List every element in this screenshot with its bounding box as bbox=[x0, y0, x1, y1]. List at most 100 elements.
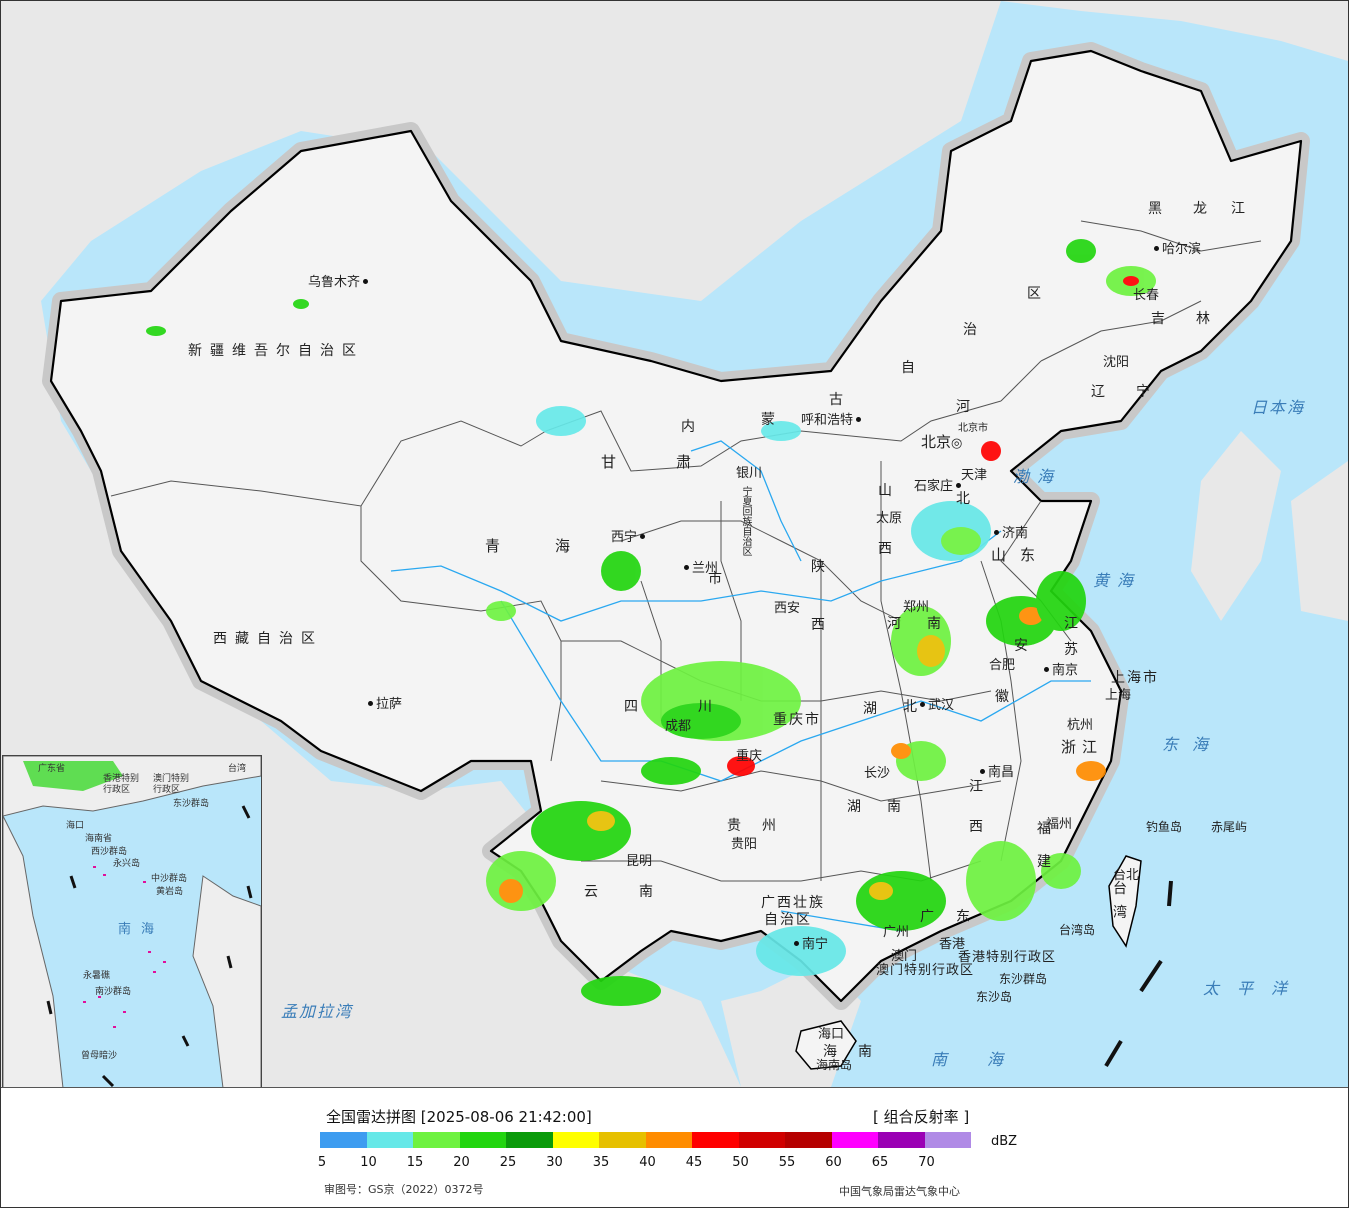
colorbar-tick-label: 10 bbox=[360, 1155, 377, 1170]
sea-east: 东海 bbox=[1162, 735, 1223, 754]
province-shaanxi-2: 西 bbox=[811, 617, 831, 633]
agency-credit: 中国气象局雷达气象中心 bbox=[839, 1185, 960, 1198]
colorbar-tick-label: 25 bbox=[499, 1155, 517, 1170]
city-changsha: 长沙 bbox=[864, 766, 891, 781]
inset-label-12: 南海 bbox=[118, 922, 165, 937]
city-dot-icon bbox=[1044, 667, 1049, 672]
province-nmg-2: 蒙 bbox=[761, 412, 781, 428]
inset-label-16: 东沙群岛 bbox=[173, 799, 210, 809]
colorbar-tick-label: 55 bbox=[778, 1155, 796, 1170]
city-dot-icon bbox=[994, 530, 999, 535]
province-nmg-5: 治 bbox=[963, 322, 983, 338]
island-taiwan: 台湾岛 bbox=[1059, 923, 1096, 937]
province-guizhou-1: 贵 bbox=[727, 818, 747, 834]
city-dot-icon bbox=[640, 534, 646, 539]
dbz-colorbar bbox=[320, 1132, 971, 1148]
island-dongsha: 东沙岛 bbox=[976, 990, 1013, 1004]
province-shaanxi-1: 陕 bbox=[811, 559, 831, 575]
colorbar-swatch bbox=[413, 1132, 460, 1148]
province-guangdong-1: 广 bbox=[920, 909, 940, 925]
province-sichuan-1: 四 bbox=[624, 699, 644, 715]
colorbar-swatch bbox=[831, 1132, 878, 1148]
city-dot-icon bbox=[794, 941, 799, 946]
sea-yellow: 黄海 bbox=[1093, 571, 1142, 590]
province-hainan-1: 海 bbox=[823, 1044, 843, 1060]
inset-label-11: 黄岩岛 bbox=[156, 887, 184, 897]
island-dongsha-islands: 东沙群岛 bbox=[999, 972, 1048, 986]
radar-map[interactable]: 乌鲁木齐 拉萨 西宁 兰州 银川 呼和浩特 北京◎ 天津 石家庄 太原 济南 郑… bbox=[1, 1, 1348, 1088]
city-dot-icon bbox=[956, 483, 962, 488]
colorbar-tick-label: 60 bbox=[825, 1155, 842, 1170]
city-lanzhou: 兰州 bbox=[681, 557, 718, 576]
province-shanghai-city: 上海市 bbox=[1111, 670, 1159, 686]
colorbar-swatch bbox=[506, 1132, 553, 1148]
province-xinjiang: 新疆维吾尔自治区 bbox=[188, 343, 364, 359]
colorbar-tick-label: 20 bbox=[453, 1155, 470, 1170]
city-dot-icon bbox=[980, 769, 985, 774]
city-dot-icon bbox=[920, 702, 925, 707]
sea-pacific: 太平洋 bbox=[1203, 979, 1306, 998]
city-hangzhou: 杭州 bbox=[1067, 718, 1094, 733]
colorbar-tick-label: 5 bbox=[317, 1155, 327, 1170]
province-hubei-2: 北 bbox=[903, 699, 923, 715]
province-zhejiang: 浙江 bbox=[1061, 738, 1104, 756]
province-xizang: 西藏自治区 bbox=[213, 631, 323, 647]
city-chongqing: 重庆 bbox=[736, 749, 763, 764]
province-taiwan-1: 台 bbox=[1113, 881, 1133, 897]
colorbar-swatch bbox=[459, 1132, 506, 1148]
city-beijing: 北京◎ bbox=[921, 433, 963, 451]
province-sichuan-2: 川 bbox=[698, 699, 718, 715]
province-lanzhou-suffix: 市 bbox=[708, 571, 722, 587]
province-guizhou-2: 州 bbox=[762, 818, 782, 834]
province-guangdong-2: 东 bbox=[956, 909, 976, 925]
colorbar-swatch bbox=[645, 1132, 692, 1148]
colorbar-tick-label: 15 bbox=[406, 1155, 424, 1170]
colorbar-tick-label: 50 bbox=[732, 1155, 749, 1170]
province-liaoning-1: 辽 bbox=[1091, 384, 1111, 400]
province-shanxi-2: 西 bbox=[878, 541, 898, 557]
province-hunan-2: 南 bbox=[887, 799, 907, 815]
colorbar-swatch bbox=[785, 1132, 832, 1148]
south-china-sea-inset: 广东省 香港特别 澳门特别 行政区 行政区 台湾 海口 海南省 西沙群岛 永兴岛… bbox=[2, 755, 262, 1087]
city-harbin: 哈尔滨 bbox=[1151, 238, 1201, 257]
province-jiangsu-1: 江 bbox=[1064, 616, 1084, 632]
province-jiangxi-2: 西 bbox=[969, 819, 989, 835]
province-henan-2: 南 bbox=[927, 616, 947, 632]
colorbar-tick-label: 40 bbox=[639, 1155, 656, 1170]
inset-echo bbox=[23, 761, 123, 791]
city-dot-icon bbox=[363, 279, 369, 284]
inset-label-6: 海口 bbox=[66, 821, 85, 831]
city-dot-icon bbox=[684, 565, 689, 570]
city-dot-icon bbox=[856, 417, 862, 422]
map-canvas bbox=[1, 1, 1348, 1087]
province-hebei-2: 北 bbox=[956, 491, 976, 507]
city-chengdu: 成都 bbox=[665, 719, 692, 734]
city-kunming: 昆明 bbox=[626, 854, 653, 869]
city-guiyang: 贵阳 bbox=[731, 837, 758, 852]
city-urumqi: 乌鲁木齐 bbox=[308, 271, 371, 290]
city-dot-icon bbox=[368, 701, 373, 706]
taiwan-island bbox=[1108, 855, 1142, 948]
city-xining: 西宁 bbox=[611, 526, 648, 545]
city-hohhot: 呼和浩特 bbox=[801, 409, 864, 428]
city-shenyang: 沈阳 bbox=[1103, 355, 1130, 370]
province-guangxi-2: 自治区 bbox=[764, 912, 812, 928]
colorbar-tick-label: 35 bbox=[592, 1155, 610, 1170]
city-jinan: 济南 bbox=[991, 522, 1028, 541]
city-tianjin: 天津 bbox=[961, 468, 988, 483]
inset-label-10: 中沙群岛 bbox=[151, 874, 188, 884]
province-guangxi-1: 广西壮族 bbox=[761, 895, 825, 911]
province-hlj-3: 江 bbox=[1231, 201, 1251, 217]
maritime-boundary bbox=[1104, 880, 1173, 1068]
city-haikou: 海口 bbox=[818, 1027, 845, 1042]
inset-label-1: 香港特别 bbox=[103, 774, 140, 784]
inset-nine-dash bbox=[46, 805, 253, 1087]
sea-bengal: 孟加拉湾 bbox=[281, 1002, 354, 1021]
province-yunnan-1: 云 bbox=[584, 884, 604, 900]
province-taiwan-2: 湾 bbox=[1113, 905, 1133, 921]
colorbar-swatch bbox=[552, 1132, 599, 1148]
province-nmg-1: 内 bbox=[681, 419, 701, 435]
province-fujian-1: 福 bbox=[1037, 821, 1057, 837]
inset-label-9: 永兴岛 bbox=[113, 859, 141, 869]
colorbar-swatch bbox=[878, 1132, 925, 1148]
